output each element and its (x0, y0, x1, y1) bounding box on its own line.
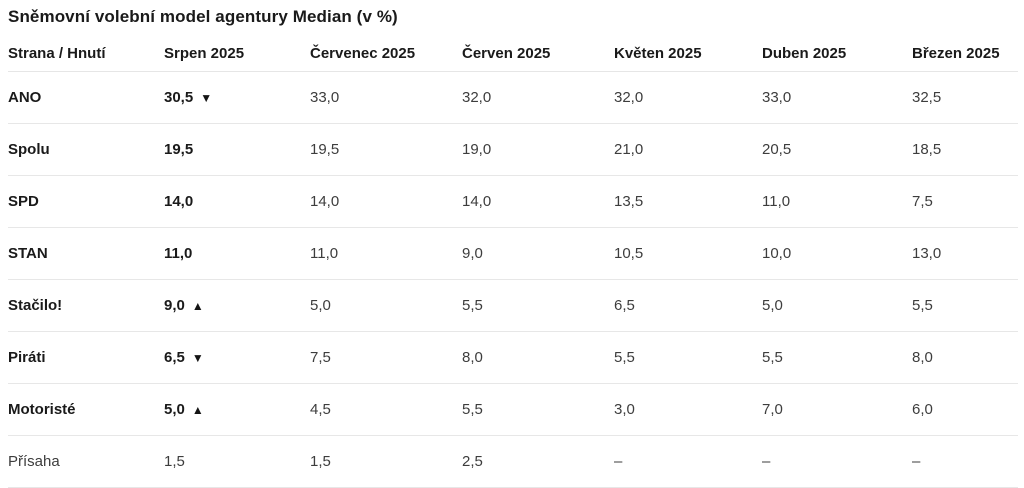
latest-value: 1,5 (164, 453, 185, 470)
column-header-cerven: Červen 2025 (462, 45, 551, 62)
value-cell: 11,0 (762, 193, 791, 210)
value-cell: 32,5 (912, 89, 942, 106)
latest-value-cell: 6,5 ▼ (164, 349, 310, 366)
latest-value: 9,0 (164, 297, 185, 314)
value-cell: 7,5 (912, 193, 933, 210)
value-cell: 19,0 (462, 141, 492, 158)
party-name-cell: SPD (8, 193, 39, 210)
table-header-row: Strana / Hnutí Srpen 2025 Červenec 2025 … (8, 28, 1018, 72)
party-name-cell: Přísaha (8, 453, 60, 470)
value-cell: – (912, 453, 921, 470)
trend-icon: ▲ (191, 403, 204, 417)
latest-value: 11,0 (164, 245, 193, 262)
value-cell: 8,0 (462, 349, 483, 366)
latest-value-cell: 14,0 (164, 193, 310, 210)
party-name-cell: Piráti (8, 349, 46, 366)
latest-value-cell: 9,0 ▲ (164, 297, 310, 314)
value-cell: 7,5 (310, 349, 331, 366)
latest-value: 14,0 (164, 193, 194, 210)
value-cell: 5,0 (762, 297, 783, 314)
value-cell: 10,0 (762, 245, 792, 262)
latest-value-cell: 5,0 ▲ (164, 401, 310, 418)
value-cell: 6,5 (614, 297, 635, 314)
value-cell: 32,0 (614, 89, 644, 106)
table-row: Spolu 19,5 19,5 19,0 21,0 20,5 18,5 (8, 124, 1018, 176)
value-cell: 5,5 (462, 297, 483, 314)
party-name-cell: ANO (8, 89, 42, 106)
latest-value-cell: 30,5 ▼ (164, 89, 310, 106)
column-header-srpen: Srpen 2025 (164, 45, 245, 62)
column-header-party: Strana / Hnutí (8, 45, 106, 62)
value-cell: 18,5 (912, 141, 942, 158)
table-row: STAN 11,0 11,0 9,0 10,5 10,0 13,0 (8, 228, 1018, 280)
value-cell: 11,0 (310, 245, 339, 262)
value-cell: – (762, 453, 771, 470)
value-cell: 1,5 (310, 453, 331, 470)
latest-value-cell: 1,5 (164, 453, 310, 470)
latest-value-cell: 11,0 (164, 245, 310, 262)
value-cell: 21,0 (614, 141, 644, 158)
value-cell: 6,0 (912, 401, 933, 418)
value-cell: 5,0 (310, 297, 331, 314)
latest-value: 30,5 (164, 89, 194, 106)
value-cell: 14,0 (462, 193, 492, 210)
value-cell: 4,5 (310, 401, 331, 418)
value-cell: 2,5 (462, 453, 483, 470)
value-cell: 13,0 (912, 245, 942, 262)
value-cell: 9,0 (462, 245, 483, 262)
table-row: SPD 14,0 14,0 14,0 13,5 11,0 7,5 (8, 176, 1018, 228)
latest-value: 5,0 (164, 401, 185, 418)
party-name-cell: Stačilo! (8, 297, 63, 314)
value-cell: 5,5 (614, 349, 635, 366)
column-header-cervenec: Červenec 2025 (310, 45, 416, 62)
column-header-brezen: Březen 2025 (912, 45, 1000, 62)
trend-icon: ▼ (191, 351, 204, 365)
table-row: Stačilo! 9,0 ▲ 5,0 5,5 6,5 5,0 5,5 (8, 280, 1018, 332)
value-cell: – (614, 453, 623, 470)
value-cell: 5,5 (912, 297, 933, 314)
value-cell: 3,0 (614, 401, 635, 418)
value-cell: 14,0 (310, 193, 340, 210)
table-row: Motoristé 5,0 ▲ 4,5 5,5 3,0 7,0 6,0 (8, 384, 1018, 436)
table-row: Přísaha 1,5 1,5 2,5 – – – (8, 436, 1018, 488)
value-cell: 13,5 (614, 193, 644, 210)
column-header-duben: Duben 2025 (762, 45, 847, 62)
party-name-cell: STAN (8, 245, 48, 262)
value-cell: 10,5 (614, 245, 644, 262)
value-cell: 5,5 (762, 349, 783, 366)
trend-icon: ▲ (191, 299, 204, 313)
value-cell: 33,0 (762, 89, 792, 106)
value-cell: 32,0 (462, 89, 492, 106)
column-header-kveten: Květen 2025 (614, 45, 702, 62)
value-cell: 8,0 (912, 349, 933, 366)
value-cell: 33,0 (310, 89, 340, 106)
value-cell: 20,5 (762, 141, 792, 158)
value-cell: 7,0 (762, 401, 783, 418)
page-title: Sněmovní volební model agentury Median (… (8, 7, 398, 26)
party-name-cell: Spolu (8, 141, 50, 158)
table-row: Piráti 6,5 ▼ 7,5 8,0 5,5 5,5 8,0 (8, 332, 1018, 384)
party-name-cell: Motoristé (8, 401, 76, 418)
latest-value: 6,5 (164, 349, 185, 366)
table-row: ANO 30,5 ▼ 33,0 32,0 32,0 33,0 32,5 (8, 72, 1018, 124)
trend-icon: ▼ (200, 91, 213, 105)
value-cell: 5,5 (462, 401, 483, 418)
value-cell: 19,5 (310, 141, 340, 158)
latest-value: 19,5 (164, 141, 194, 158)
latest-value-cell: 19,5 (164, 141, 310, 158)
